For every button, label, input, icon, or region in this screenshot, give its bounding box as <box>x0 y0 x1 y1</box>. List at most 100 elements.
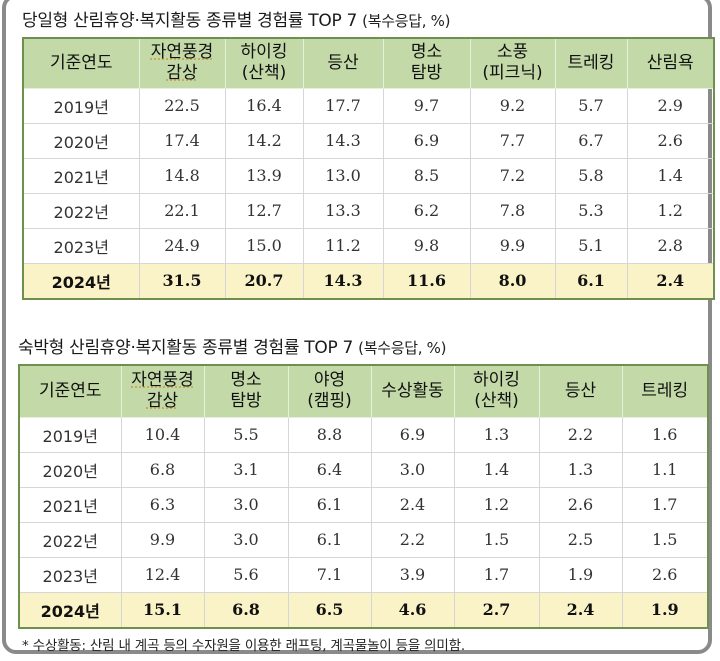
value-cell: 2.6 <box>538 486 623 523</box>
value-cell: 8.0 <box>469 262 556 299</box>
table1-title: 당일형 산림휴양·복지활동 종류별 경험률 TOP 7 (복수응답, %) <box>22 6 450 31</box>
value-cell: 5.7 <box>554 87 628 124</box>
value-cell: 1.6 <box>621 416 709 453</box>
value-cell: 3.0 <box>203 521 289 558</box>
year-cell: 2022년 <box>22 192 140 229</box>
value-cell: 8.8 <box>287 416 372 453</box>
year-cell: 2024년 <box>22 262 140 299</box>
value-cell: 9.9 <box>469 227 556 264</box>
value-cell: 1.1 <box>621 451 709 488</box>
value-cell: 1.7 <box>453 556 540 593</box>
value-cell: 10.4 <box>120 416 205 453</box>
value-cell: 1.9 <box>538 556 623 593</box>
value-cell: 22.5 <box>138 87 226 124</box>
value-cell: 9.8 <box>382 227 471 264</box>
value-cell: 2.4 <box>626 262 715 299</box>
value-cell: 17.4 <box>138 122 226 159</box>
value-cell: 6.1 <box>554 262 628 299</box>
value-cell: 11.2 <box>302 227 384 264</box>
value-cell: 6.5 <box>287 591 372 628</box>
value-cell: 6.1 <box>287 486 372 523</box>
value-cell: 3.0 <box>370 451 455 488</box>
value-cell: 16.4 <box>224 87 304 124</box>
value-cell: 6.1 <box>287 521 372 558</box>
value-cell: 11.6 <box>382 262 471 299</box>
value-cell: 14.2 <box>224 122 304 159</box>
table2-header-col1: 자연풍경 감상 <box>120 364 205 418</box>
table-row: 2023년 24.9 15.0 11.2 9.8 9.9 5.1 2.8 <box>22 227 715 264</box>
table1-header-col3: 등산 <box>302 37 384 89</box>
table2-header-col5: 하이킹 (산책) <box>453 364 540 418</box>
value-cell: 2.4 <box>538 591 623 628</box>
value-cell: 2.9 <box>626 87 715 124</box>
value-cell: 2.6 <box>621 556 709 593</box>
value-cell: 1.5 <box>621 521 709 558</box>
value-cell: 12.4 <box>120 556 205 593</box>
value-cell: 5.6 <box>203 556 289 593</box>
value-cell: 3.0 <box>203 486 289 523</box>
table1-header-col4: 명소 탐방 <box>382 37 471 89</box>
value-cell: 24.9 <box>138 227 226 264</box>
year-cell: 2021년 <box>22 157 140 194</box>
table-row: 2022년 9.9 3.0 6.1 2.2 1.5 2.5 1.5 <box>18 521 709 558</box>
value-cell: 9.2 <box>469 87 556 124</box>
table-row: 2021년 14.8 13.9 13.0 8.5 7.2 5.8 1.4 <box>22 157 715 194</box>
value-cell: 12.7 <box>224 192 304 229</box>
value-cell: 1.4 <box>626 157 715 194</box>
table2-header-col6: 등산 <box>538 364 623 418</box>
value-cell: 2.8 <box>626 227 715 264</box>
table1-header-row: 기준연도 자연풍경 감상 하이킹 (산책) 등산 명소 탐방 소풍 (피크닉) 트레킹 … <box>22 37 715 89</box>
value-cell: 14.3 <box>302 122 384 159</box>
value-cell: 1.9 <box>621 591 709 628</box>
year-cell: 2022년 <box>18 521 122 558</box>
value-cell: 13.3 <box>302 192 384 229</box>
table2-title-text: 숙박형 산림휴양·복지활동 종류별 경험률 TOP 7 <box>18 338 354 358</box>
value-cell: 2.5 <box>538 521 623 558</box>
table-row: 2021년 6.3 3.0 6.1 2.4 1.2 2.6 1.7 <box>18 486 709 523</box>
value-cell: 1.3 <box>538 451 623 488</box>
value-cell: 6.9 <box>370 416 455 453</box>
value-cell: 5.1 <box>554 227 628 264</box>
table2-subtitle: (복수응답, %) <box>358 339 447 357</box>
value-cell: 3.1 <box>203 451 289 488</box>
table2-header-row: 기준연도 자연풍경 감상 명소 탐방 야영 (캠핑) 수상활동 하이킹 (산책) 등산 … <box>18 364 709 418</box>
value-cell: 13.9 <box>224 157 304 194</box>
table2-header-col3: 야영 (캠핑) <box>287 364 372 418</box>
table1-header-col7: 산림욕 <box>626 37 715 89</box>
table-row: 2019년 10.4 5.5 8.8 6.9 1.3 2.2 1.6 <box>18 416 709 453</box>
value-cell: 5.8 <box>554 157 628 194</box>
value-cell: 1.3 <box>453 416 540 453</box>
value-cell: 6.2 <box>382 192 471 229</box>
value-cell: 7.8 <box>469 192 556 229</box>
value-cell: 14.3 <box>302 262 384 299</box>
value-cell: 6.8 <box>120 451 205 488</box>
table-row: 2022년 22.1 12.7 13.3 6.2 7.8 5.3 1.2 <box>22 192 715 229</box>
value-cell: 22.1 <box>138 192 226 229</box>
value-cell: 6.7 <box>554 122 628 159</box>
value-cell: 7.2 <box>469 157 556 194</box>
value-cell: 20.7 <box>224 262 304 299</box>
table1-header-col5: 소풍 (피크닉) <box>469 37 556 89</box>
value-cell: 14.8 <box>138 157 226 194</box>
table2-header-year: 기준연도 <box>18 364 122 418</box>
table2-header-col7: 트레킹 <box>621 364 709 418</box>
table2-title: 숙박형 산림휴양·복지활동 종류별 경험률 TOP 7 (복수응답, %) <box>18 333 446 358</box>
value-cell: 6.3 <box>120 486 205 523</box>
value-cell: 1.4 <box>453 451 540 488</box>
year-cell: 2020년 <box>18 451 122 488</box>
value-cell: 9.7 <box>382 87 471 124</box>
table-row: 2020년 17.4 14.2 14.3 6.9 7.7 6.7 2.6 <box>22 122 715 159</box>
value-cell: 15.0 <box>224 227 304 264</box>
value-cell: 6.9 <box>382 122 471 159</box>
year-cell: 2021년 <box>18 486 122 523</box>
table-row-highlight: 2024년 15.1 6.8 6.5 4.6 2.7 2.4 1.9 <box>18 591 709 628</box>
value-cell: 5.5 <box>203 416 289 453</box>
value-cell: 5.3 <box>554 192 628 229</box>
table1-title-text: 당일형 산림휴양·복지활동 종류별 경험률 TOP 7 <box>22 11 358 31</box>
value-cell: 2.2 <box>538 416 623 453</box>
value-cell: 1.2 <box>626 192 715 229</box>
value-cell: 9.9 <box>120 521 205 558</box>
value-cell: 15.1 <box>120 591 205 628</box>
value-cell: 17.7 <box>302 87 384 124</box>
value-cell: 6.4 <box>287 451 372 488</box>
